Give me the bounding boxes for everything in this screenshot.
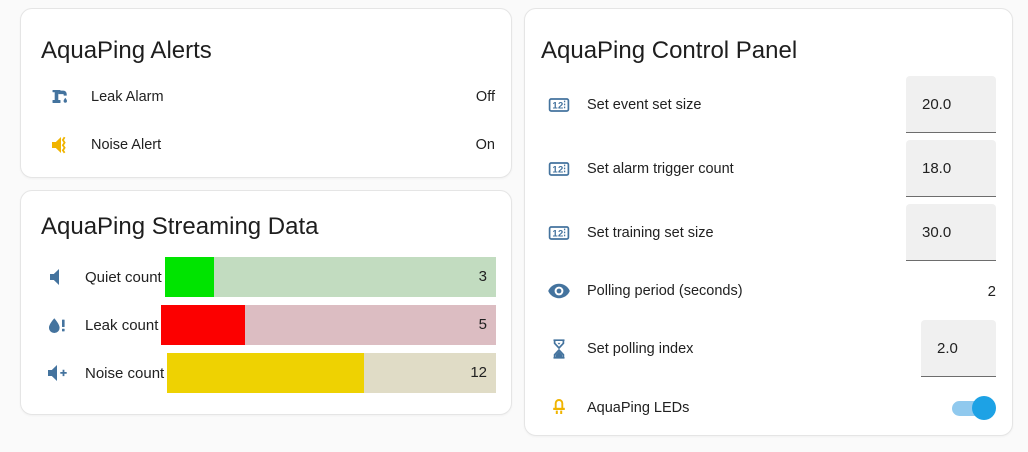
streaming-data-card: AquaPing Streaming Data Quiet count 3 Leak…: [20, 190, 512, 415]
entity-label: Leak Alarm: [91, 89, 164, 105]
led-icon: [547, 396, 571, 420]
control-row: 1 2 Set alarm trigger count: [525, 140, 1012, 197]
bar-gauge-row[interactable]: Quiet count 3: [45, 257, 496, 297]
svg-text:2: 2: [558, 100, 563, 111]
volume-vibrate-icon: [49, 133, 73, 157]
streaming-card-title: AquaPing Streaming Data: [41, 213, 319, 240]
toggle-thumb: [972, 396, 996, 420]
bar-track: 5: [161, 305, 496, 345]
control-label: Set training set size: [587, 224, 714, 241]
control-label: AquaPing LEDs: [587, 400, 690, 416]
svg-text:1: 1: [552, 164, 558, 175]
timer-sand-icon: [547, 337, 571, 361]
bar-value: 5: [478, 316, 487, 333]
entity-state: On: [475, 137, 495, 153]
number-input[interactable]: [906, 76, 996, 133]
bar-track: 3: [164, 257, 496, 297]
bar-gauge-row[interactable]: Leak count 5: [45, 305, 496, 345]
bar-label: Quiet count: [85, 268, 162, 286]
control-card-title: AquaPing Control Panel: [541, 37, 798, 64]
bar-gauge-row[interactable]: Noise count 12: [45, 353, 496, 393]
led-toggle[interactable]: [950, 396, 996, 420]
control-row: 1 2 Set training set size: [525, 204, 1012, 261]
control-label: Polling period (seconds): [587, 283, 743, 299]
alerts-card-title: AquaPing Alerts: [41, 37, 212, 64]
control-panel-card: AquaPing Control Panel 1 2 Set event set s…: [524, 8, 1013, 436]
control-label: Set event set size: [587, 96, 702, 113]
bar-track: 12: [167, 353, 496, 393]
volume-plus-icon: [45, 361, 69, 385]
entity-state: Off: [475, 89, 495, 105]
bar-gauge-rows: Quiet count 3 Leak count 5 Noise count 12: [21, 257, 511, 393]
control-row: AquaPing LEDs: [525, 384, 1012, 432]
bar-label: Leak count: [85, 316, 159, 334]
control-label: Set alarm trigger count: [587, 160, 734, 177]
number-input[interactable]: [921, 320, 996, 377]
alerts-rows: Leak Alarm Off Noise Alert On: [21, 73, 511, 169]
bar-value: 12: [470, 364, 487, 381]
svg-text:2: 2: [558, 164, 563, 175]
sensor-value: 2: [987, 282, 996, 300]
control-row: Set polling index: [525, 320, 1012, 377]
svg-text:1: 1: [552, 228, 558, 239]
alert-entity-row[interactable]: Noise Alert On: [21, 121, 511, 169]
svg-text:2: 2: [558, 228, 563, 239]
control-row[interactable]: Polling period (seconds) 2: [525, 268, 1012, 314]
alerts-card: AquaPing Alerts Leak Alarm Off Noise Alert…: [20, 8, 512, 178]
entity-label: Noise Alert: [91, 137, 162, 153]
water-alert-icon: [45, 313, 69, 337]
bar-fill: [161, 305, 246, 345]
number-input[interactable]: [906, 140, 996, 197]
bar-fill: [164, 257, 215, 297]
control-label: Set polling index: [587, 340, 694, 357]
bar-label: Noise count: [85, 364, 165, 382]
volume-low-icon: [45, 265, 69, 289]
svg-text:1: 1: [552, 100, 558, 111]
alert-entity-row[interactable]: Leak Alarm Off: [21, 73, 511, 121]
bar-value: 3: [478, 268, 487, 285]
faucet-leak-icon: [49, 85, 73, 109]
bar-fill: [167, 353, 365, 393]
eye-icon: [547, 279, 571, 303]
control-row: 1 2 Set event set size: [525, 76, 1012, 133]
number-input[interactable]: [906, 204, 996, 261]
